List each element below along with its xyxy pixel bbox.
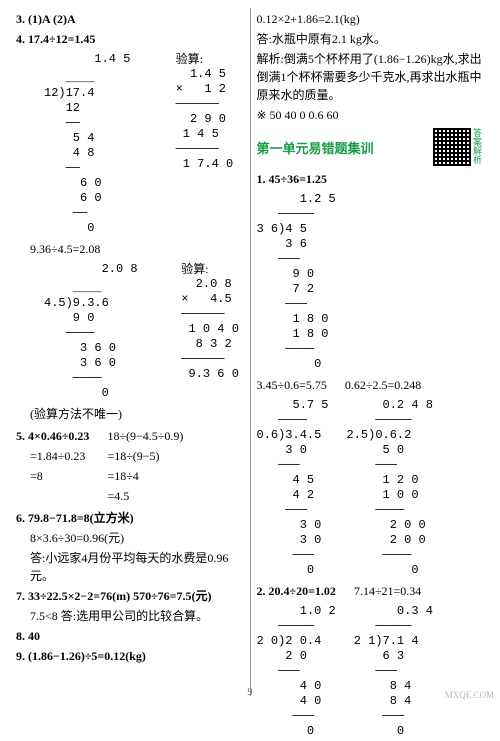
q1b: 3.45÷0.6=5.75 (257, 376, 327, 394)
page-number: 9 (248, 687, 253, 698)
q7a: 7.5<8 答:选用甲公司的比较合算。 (30, 607, 244, 625)
q4b: 9.36÷4.5=2.08 (30, 240, 244, 258)
q5b3: =4.5 (107, 487, 183, 505)
watermark: MXQE.COM (445, 690, 494, 700)
rstar: ※ 50 40 0 0.6 60 (257, 106, 485, 124)
q2b: 7.14÷21=0.34 (354, 582, 421, 600)
q5b1: =18÷(9−5) (107, 447, 183, 465)
q5a: 5. 4×0.46÷0.23 (16, 427, 89, 445)
mult1: 1.4 5 × 1 2 ────── 2 9 0 1 4 5 ────── 1 … (176, 67, 234, 172)
q1r: 1. 45÷36=1.25 (257, 170, 485, 188)
div3: 1.2 5 ───── 3 6)4 5 3 6 ─── 9 0 7 2 ─── … (257, 192, 336, 372)
check1: 验算: (176, 52, 203, 66)
qr-label: 答案解析 (471, 128, 484, 166)
q8: 8. 40 (16, 627, 244, 645)
check2: 验算: (181, 262, 208, 276)
div2: ____ 4.5)9.3.6 9 0 ──── 3 6 0 3 6 0 ────… (44, 281, 116, 401)
q4: 4. 17.4÷12=1.45 (16, 30, 244, 48)
div2-quot: 2.0 8 (44, 262, 138, 277)
mult2: 2.0 8 × 4.5 ────── 1 0 4 0 8 3 2 ────── … (181, 277, 239, 382)
div1-quot: 1.4 5 (44, 52, 130, 67)
div1: ____ 12)17.4 12 ── 5 4 4 8 ── 6 0 6 0 ──… (44, 71, 102, 236)
r1exp: 解析:倒满5个杯杯用了(1.86−1.26)kg水,求出倒满1个杯杯需要多少千克… (257, 50, 485, 104)
q1c: 0.62÷2.5=0.248 (345, 376, 421, 394)
q5a1: =1.84÷0.23 (30, 447, 89, 465)
q6: 6. 79.8−71.8=8(立方米) (16, 509, 244, 527)
div6: 1.0 2 ───── 2 0)2 0.4 2 0 ─── 4 0 4 0 ──… (257, 604, 336, 739)
q5a2: =8 (30, 467, 89, 485)
q5b2: =18÷4 (107, 467, 183, 485)
r1ans: 答:水瓶中原有2.1 kg水。 (257, 30, 485, 48)
div7: 0.3 4 ───── 2 1)7.1 4 6 3 ─── 8 4 8 4 ──… (354, 604, 433, 739)
div5: 0.2 4 8 ───── 2.5)0.6.2 5 0 ─── 1 2 0 1 … (347, 398, 433, 578)
q7: 7. 33÷22.5×2−2=76(m) 570÷76=7.5(元) (16, 587, 244, 605)
div4: 5.7 5 ──── 0.6)3.4.5 3 0 ─── 4 5 4 2 ───… (257, 398, 329, 578)
qr-icon[interactable] (433, 128, 471, 166)
q6ans: 答:小远家4月份平均每天的水费是0.96元。 (30, 549, 244, 585)
r1: 0.12×2+1.86=2.1(kg) (257, 10, 485, 28)
unit-header: 第一单元易错题集训 (257, 138, 374, 157)
note: (验算方法不唯一) (30, 405, 244, 423)
q9: 9. (1.86−1.26)÷5=0.12(kg) (16, 647, 244, 665)
q5b: 18÷(9−4.5÷0.9) (107, 427, 183, 445)
q2r: 2. 20.4÷20=1.02 (257, 582, 336, 600)
q3: 3. (1)A (2)A (16, 10, 244, 28)
q6a: 8×3.6÷30=0.96(元) (30, 529, 244, 547)
